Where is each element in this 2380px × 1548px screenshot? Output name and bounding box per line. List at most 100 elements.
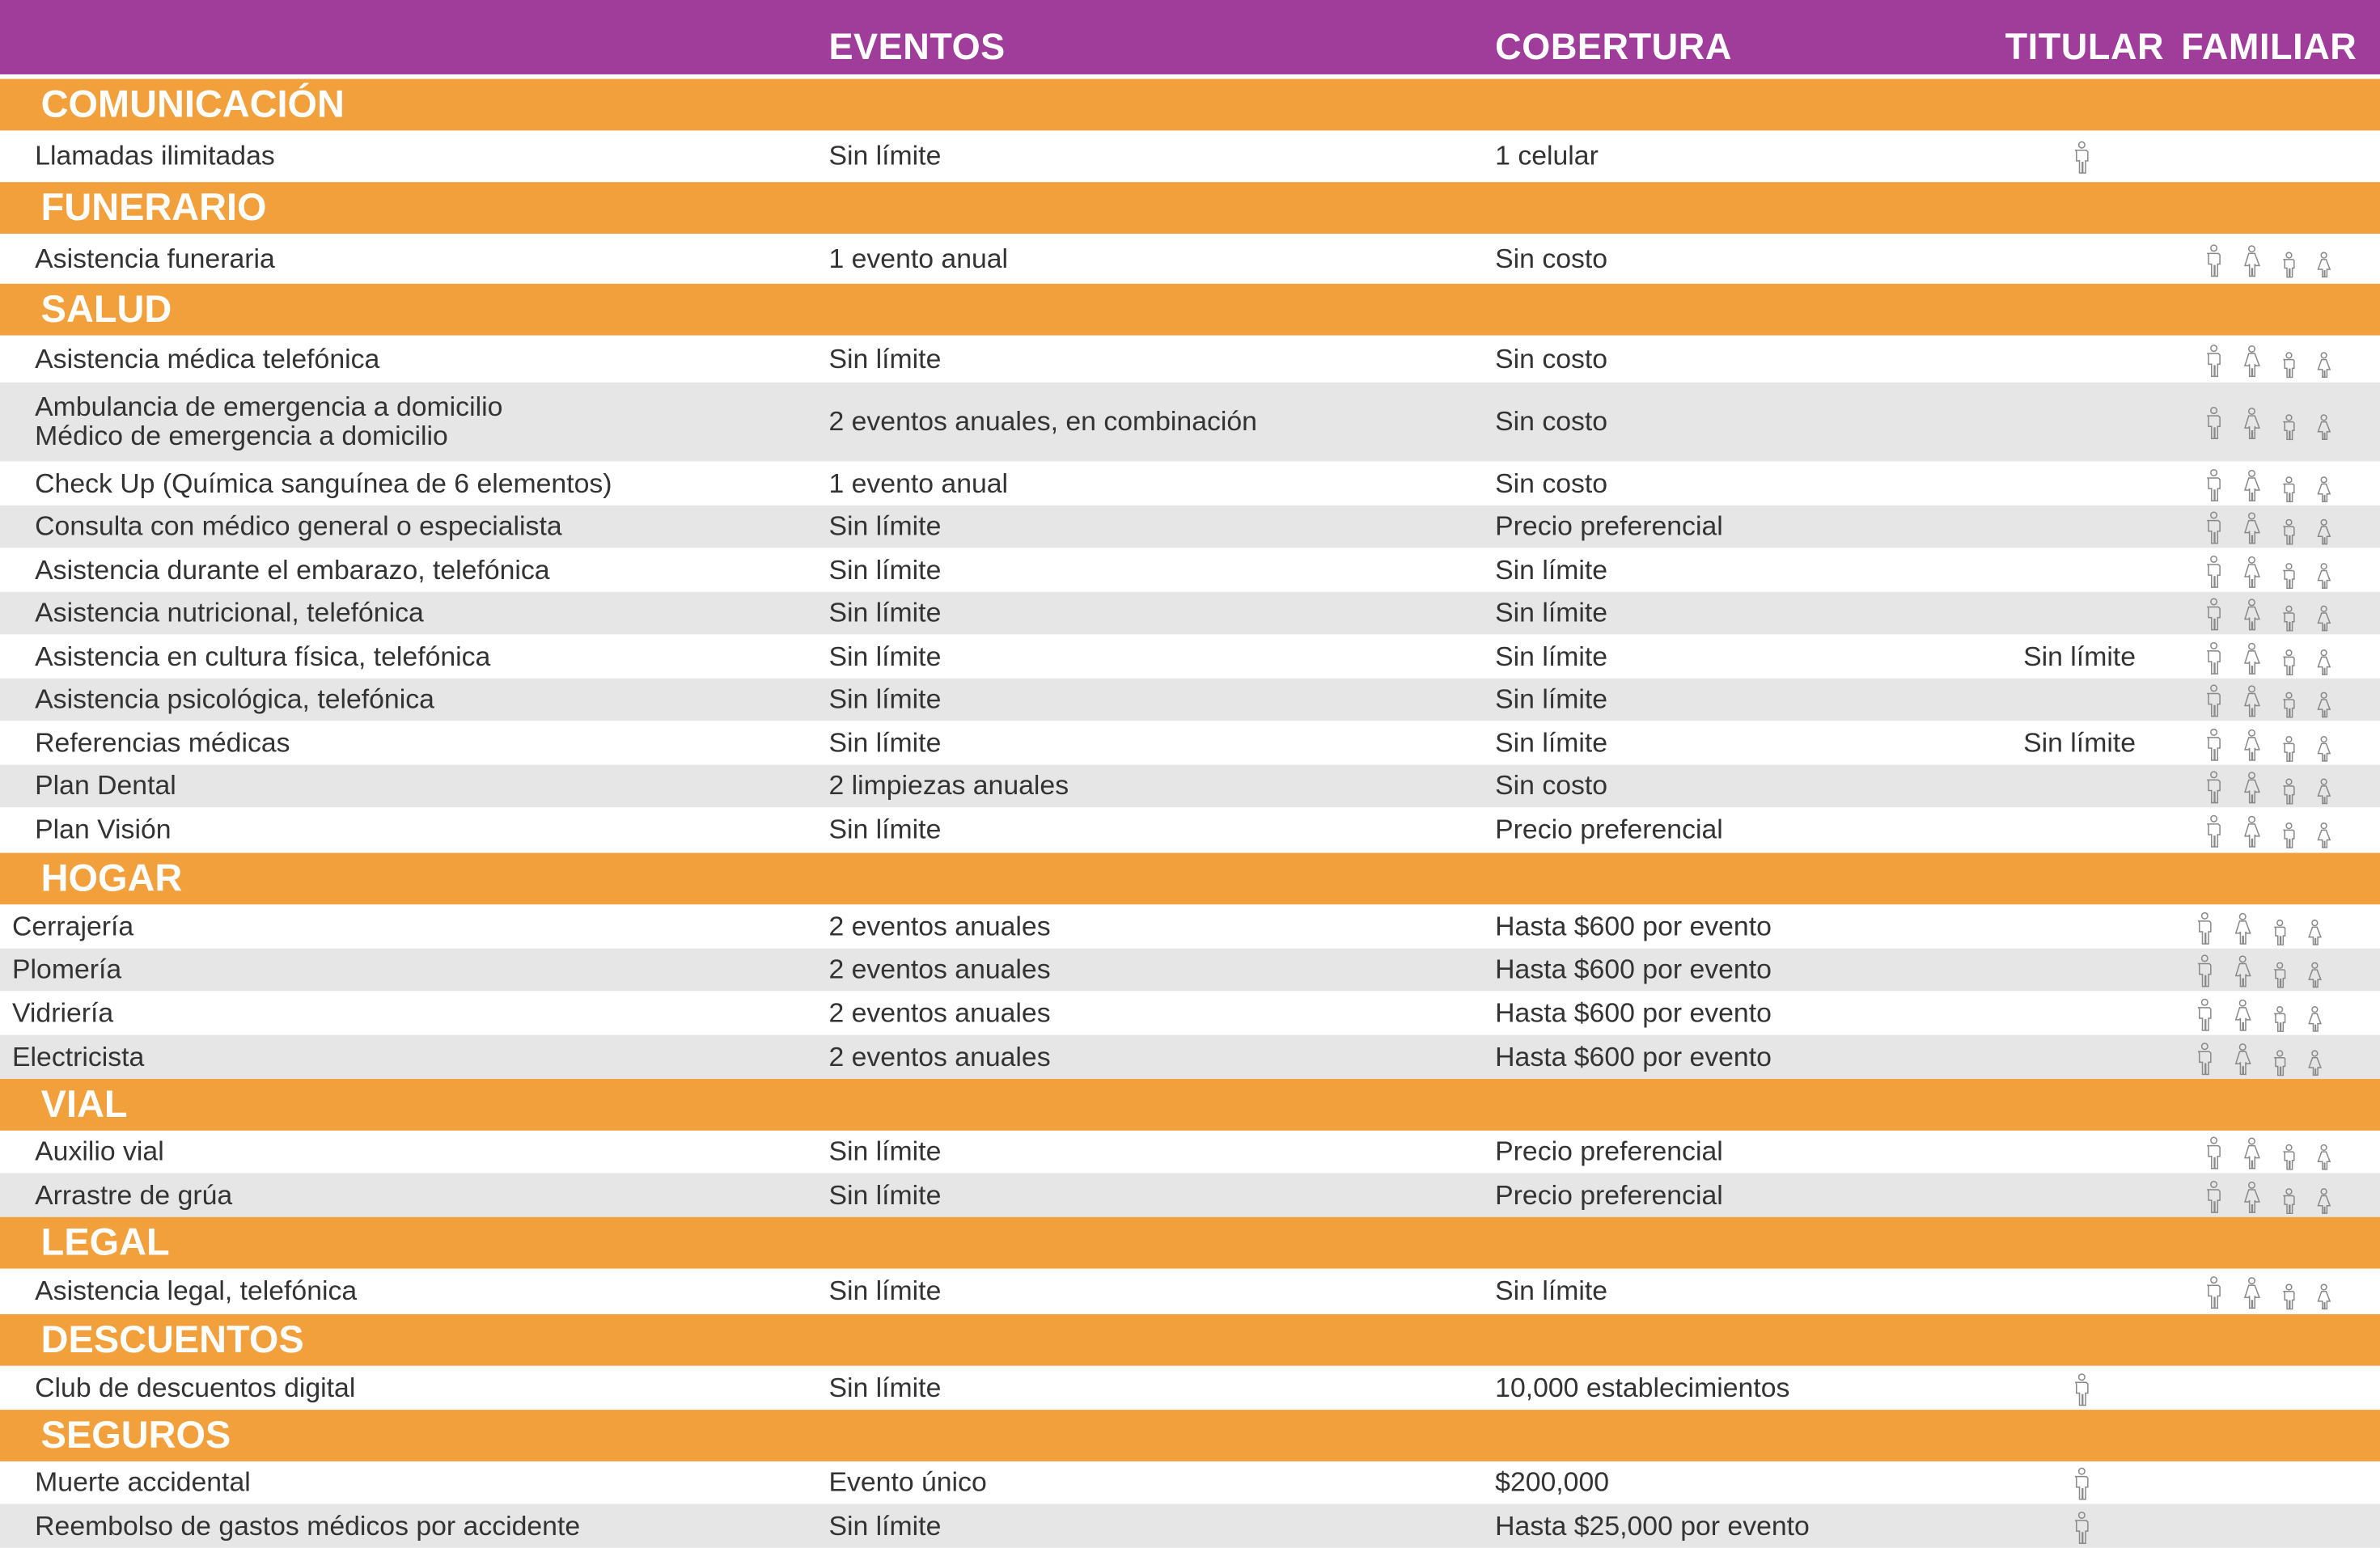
header-titular: TITULAR	[2005, 27, 2165, 69]
benefit-name: Asistencia médica telefónica	[35, 343, 380, 374]
man-icon	[2197, 997, 2212, 1030]
table-row: Asistencia legal, telefónica Sin límite Si…	[0, 1269, 2380, 1314]
table-row: Plan Visión Sin límite Precio preferencial	[0, 807, 2380, 852]
titular-icons	[2072, 1465, 2093, 1501]
cobertura-cell: Precio preferencial	[1495, 1178, 1723, 1210]
man-icon	[2206, 1276, 2221, 1309]
familiar-icons	[2195, 995, 2331, 1031]
cobertura-cell: Sin límite	[1495, 597, 1608, 628]
table-row: Auxilio vial Sin límite Precio preferencia…	[0, 1131, 2380, 1174]
cobertura-cell: Sin costo	[1495, 405, 1608, 437]
girl-icon	[2308, 1005, 2322, 1031]
familiar-icons	[2204, 1177, 2340, 1214]
table-row: Llamadas ilimitadas Sin límite 1 celular	[0, 130, 2380, 182]
table-row: Asistencia nutricional, telefónica Sin lí…	[0, 591, 2380, 635]
cobertura-cell: Sin costo	[1495, 243, 1608, 273]
familiar-icons	[2204, 340, 2340, 378]
familiar-icons	[2204, 812, 2340, 848]
girl-icon	[2317, 605, 2331, 632]
woman-icon	[2244, 641, 2260, 674]
table-row: Check Up (Química sanguínea de 6 element…	[0, 461, 2380, 505]
benefit-name: Plan Dental	[35, 770, 176, 801]
table-row: Ambulancia de emergencia a domicilio Méd…	[0, 382, 2380, 462]
benefit-name: Plan Visión	[35, 814, 172, 845]
section-header: DESCUENTOS	[0, 1313, 2380, 1366]
familiar-icons	[2204, 1134, 2340, 1170]
eventos-cell: Sin límite	[828, 510, 942, 541]
woman-icon	[2244, 345, 2260, 377]
girl-icon	[2317, 476, 2331, 501]
benefit-name: Asistencia psicológica, telefónica	[35, 683, 434, 714]
section-title: DESCUENTOS	[40, 1318, 304, 1362]
boy-icon	[2273, 962, 2286, 988]
girl-icon	[2317, 778, 2331, 805]
boy-icon	[2282, 351, 2295, 378]
table-row: Reembolso de gastos médicos por accident…	[0, 1504, 2380, 1548]
titular-cell: Sin límite	[2023, 640, 2136, 671]
table-row: Vidriería 2 eventos anuales Hasta $600 por…	[0, 991, 2380, 1034]
section-header: COMUNICACIÓN	[0, 78, 2380, 131]
header-eventos: EVENTOS	[828, 27, 1006, 69]
titular-icons	[2072, 1369, 2093, 1406]
familiar-icons	[2195, 951, 2331, 988]
familiar-icons	[2204, 725, 2340, 761]
eventos-cell: Sin límite	[828, 343, 942, 374]
section-header: FUNERARIO	[0, 182, 2380, 234]
man-icon	[2206, 771, 2221, 804]
woman-icon	[2244, 815, 2260, 848]
eventos-cell: Sin límite	[828, 1509, 942, 1541]
woman-icon	[2244, 598, 2260, 631]
benefit-name: Cerrajería	[12, 910, 134, 941]
section-title: COMUNICACIÓN	[40, 83, 345, 126]
benefit-name: Ambulancia de emergencia a domicilio Méd…	[35, 391, 503, 451]
cobertura-cell: Hasta $600 por evento	[1495, 910, 1772, 941]
benefit-name: Consulta con médico general o especialis…	[35, 510, 562, 541]
titular-cell: Sin límite	[2023, 726, 2136, 758]
woman-icon	[2244, 728, 2260, 760]
woman-icon	[2244, 772, 2260, 804]
man-icon	[2206, 243, 2221, 277]
section-title: LEGAL	[40, 1221, 170, 1264]
table-row: Asistencia psicológica, telefónica Sin lí…	[0, 678, 2380, 721]
man-icon	[2206, 407, 2221, 440]
man-icon	[2206, 641, 2221, 674]
familiar-icons	[2204, 240, 2340, 277]
boy-icon	[2282, 778, 2295, 805]
benefit-name: Muerte accidental	[35, 1466, 251, 1497]
girl-icon	[2317, 649, 2331, 675]
benefit-name: Asistencia en cultura física, telefónica	[35, 640, 491, 671]
familiar-icons	[2204, 768, 2340, 805]
boy-icon	[2282, 476, 2295, 502]
man-icon	[2197, 954, 2212, 988]
eventos-cell: Sin límite	[828, 1372, 942, 1402]
eventos-cell: 2 limpiezas anuales	[828, 770, 1069, 801]
benefit-name: Reembolso de gastos médicos por accident…	[35, 1509, 581, 1541]
table-row: Consulta con médico general o especialis…	[0, 505, 2380, 548]
benefit-name: Asistencia legal, telefónica	[35, 1275, 358, 1306]
man-icon	[2074, 1467, 2089, 1500]
man-icon	[2206, 1136, 2221, 1169]
cobertura-cell: 1 celular	[1495, 140, 1599, 171]
girl-icon	[2317, 692, 2331, 718]
man-icon	[2206, 684, 2221, 717]
table-row: Club de descuentos digital Sin límite 10,0…	[0, 1366, 2380, 1410]
woman-icon	[2234, 955, 2251, 988]
woman-icon	[2244, 685, 2260, 717]
eventos-cell: Sin límite	[828, 814, 942, 845]
woman-icon	[2234, 911, 2251, 944]
eventos-cell: 2 eventos anuales	[828, 954, 1051, 984]
eventos-cell: 2 eventos anuales, en combinación	[828, 405, 1257, 437]
girl-icon	[2317, 518, 2331, 545]
titular-icons	[2072, 1508, 2093, 1544]
man-icon	[2206, 344, 2221, 377]
girl-icon	[2317, 1284, 2331, 1310]
boy-icon	[2282, 605, 2295, 632]
benefit-name: Auxilio vial	[35, 1136, 164, 1166]
cobertura-cell: Sin límite	[1495, 640, 1608, 671]
section-title: SALUD	[40, 288, 172, 332]
cobertura-cell: Hasta $600 por evento	[1495, 1041, 1772, 1072]
benefit-name: Electricista	[12, 1041, 145, 1072]
benefit-name: Vidriería	[12, 996, 114, 1028]
girl-icon	[2317, 822, 2331, 848]
